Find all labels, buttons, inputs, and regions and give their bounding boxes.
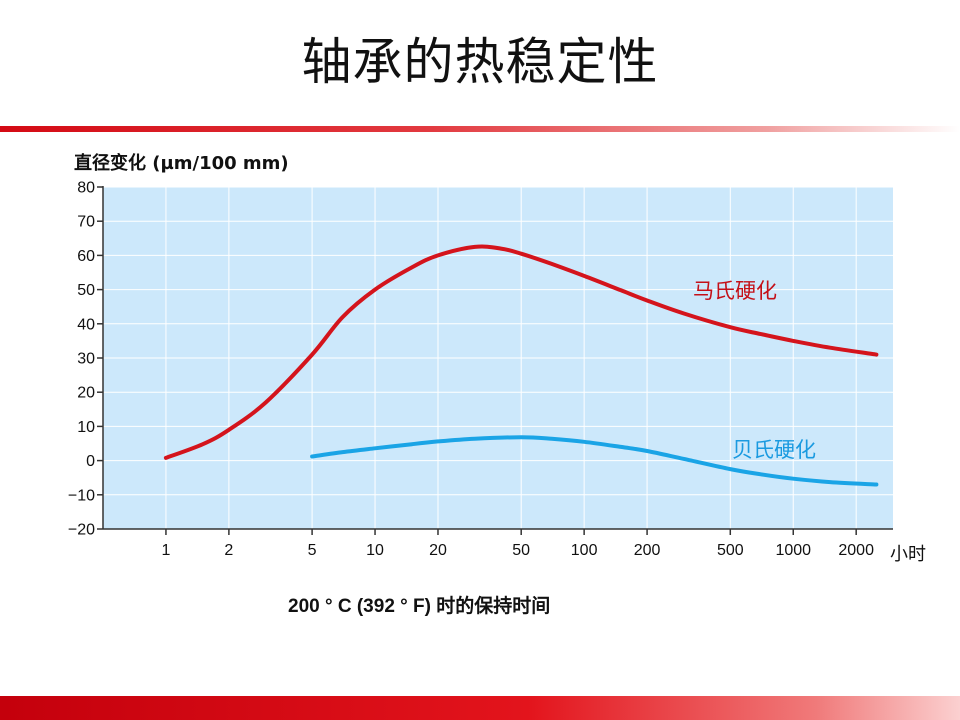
x-tick-label-3: 10	[366, 542, 384, 559]
x-tick-label-6: 100	[571, 542, 598, 559]
y-tick-label-2: 60	[77, 248, 95, 265]
x-tick-label-5: 50	[512, 542, 530, 559]
x-tick-label-0: 1	[161, 542, 170, 559]
series-label-bainite: 贝氏硬化	[732, 438, 816, 462]
x-tick-label-1: 2	[224, 542, 233, 559]
x-tick-label-2: 5	[308, 542, 317, 559]
x-tick-label-9: 1000	[775, 542, 811, 559]
series-label-martensite: 马氏硬化	[693, 279, 777, 303]
x-tick-label-10: 2000	[838, 542, 874, 559]
y-tick-label-4: 40	[77, 316, 95, 333]
title-divider	[0, 126, 960, 132]
y-tick-label-1: 70	[77, 214, 95, 231]
series-line-bainite	[310, 435, 879, 487]
y-tick-label-7: 10	[77, 419, 95, 436]
y-axis-label: 直径变化 (µm/100 mm)	[74, 152, 289, 174]
slide-title: 轴承的热稳定性	[301, 33, 659, 91]
footer-bar	[0, 696, 960, 720]
series-line-martensite	[163, 244, 879, 460]
y-tick-label-5: 30	[77, 351, 95, 368]
x-axis-caption: 200 ° C (392 ° F) 时的保持时间	[288, 594, 550, 617]
y-tick-label-3: 50	[77, 282, 95, 299]
y-tick-label-9: −10	[68, 487, 95, 504]
y-tick-label-6: 20	[77, 385, 95, 402]
y-tick-label-0: 80	[77, 180, 95, 197]
y-tick-label-8: 0	[86, 453, 95, 470]
series-lines	[163, 244, 879, 487]
x-tick-label-8: 500	[717, 542, 744, 559]
y-tick-label-10: −20	[68, 522, 95, 539]
x-tick-label-7: 200	[634, 542, 661, 559]
x-axis-unit: 小时	[890, 544, 926, 565]
x-tick-label-4: 20	[429, 542, 447, 559]
